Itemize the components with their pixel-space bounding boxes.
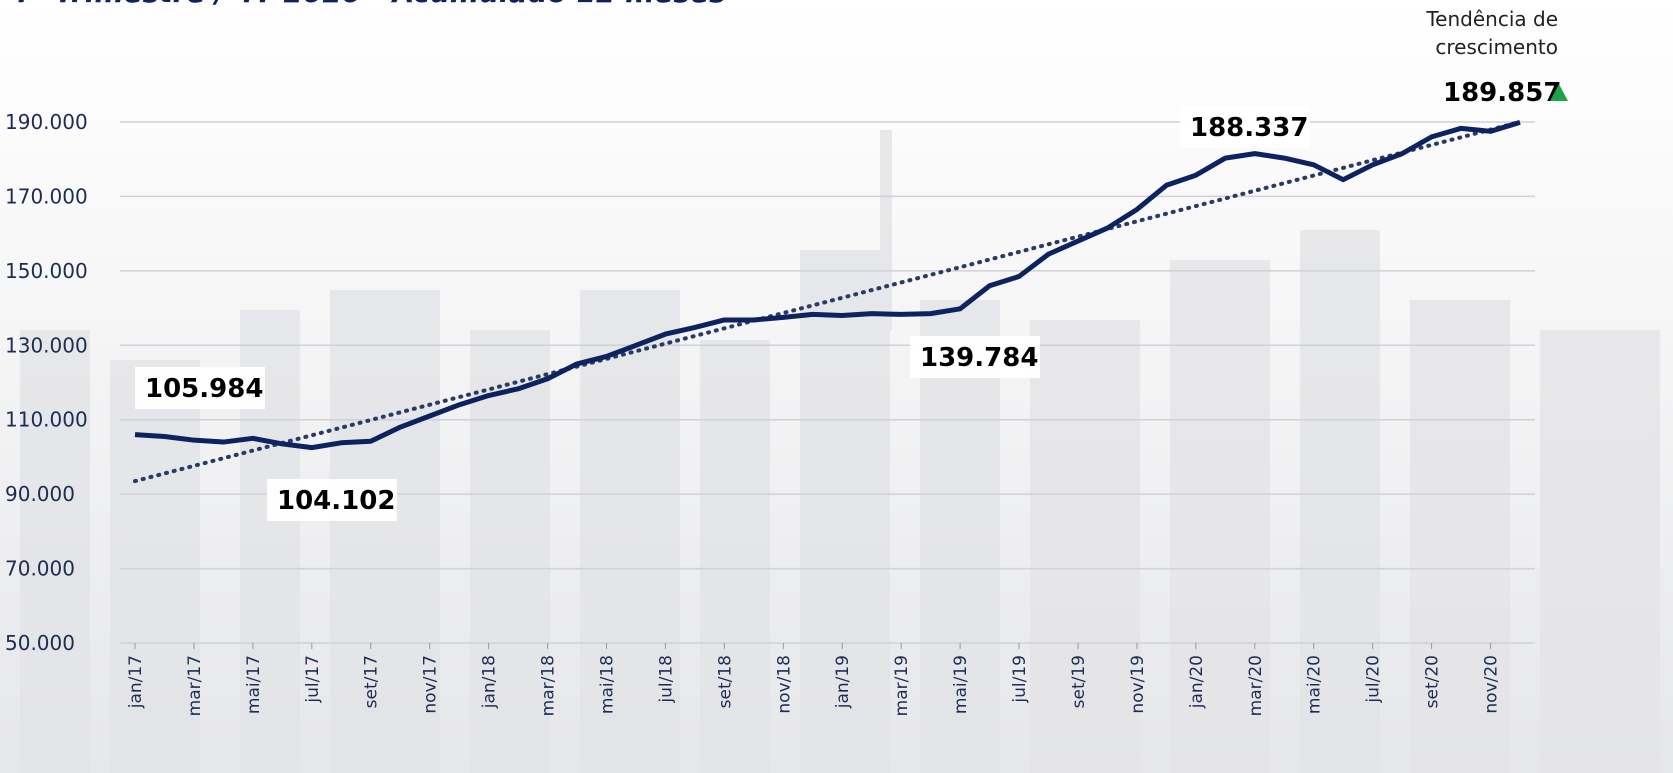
trend-label: crescimento [1435,35,1558,59]
x-tick-label: set/17 [362,655,382,708]
annotation-box [267,479,397,521]
x-tick-label: mar/20 [1246,655,1266,716]
y-tick-label: 150.000 [5,259,88,283]
x-tick-label: set/20 [1423,655,1443,708]
data-line [134,119,1521,451]
annotation: 188.337 [1190,113,1308,143]
y-tick-label: 130.000 [5,333,88,357]
x-tick-label: jan/19 [833,655,853,709]
x-tick-label: mar/18 [539,655,559,716]
x-tick-label: mar/17 [185,655,205,716]
annotation-box [135,367,265,409]
annotation-box [910,336,1040,378]
x-tick-label: jul/17 [303,655,323,704]
annotation: 189.857 [1443,78,1561,108]
y-tick-label: 170.000 [5,184,88,208]
x-tick-label: nov/18 [774,655,794,714]
x-tick-label: jul/19 [1010,655,1030,704]
y-tick-label: 90.000 [5,482,75,506]
trend-line [133,120,1522,484]
x-tick-label: set/18 [715,655,735,708]
annotation: 139.784 [920,343,1038,373]
x-tick-label: nov/17 [421,655,441,714]
city-skyline [20,130,1660,773]
x-tick-label: nov/20 [1482,655,1502,714]
x-tick-label: nov/19 [1128,655,1148,714]
x-tick-label: jan/17 [126,655,146,709]
y-tick-label: 110.000 [5,408,88,432]
x-tick-label: set/19 [1069,655,1089,708]
y-tick-label: 70.000 [5,557,75,581]
x-tick-label: jul/18 [656,655,676,704]
annotation: 105.984 [145,374,263,404]
y-tick-label: 190.000 [5,110,88,134]
annotation-box [1180,106,1310,148]
trend-arrow [1550,84,1568,101]
x-tick-label: mai/19 [951,655,971,714]
x-tick-label: jan/20 [1187,655,1207,709]
x-tick-label: mai/18 [597,655,617,714]
x-tick-label: mar/19 [892,655,912,716]
x-tick-label: mai/20 [1305,655,1325,714]
x-tick-label: jul/20 [1364,655,1384,704]
y-tick-label: 50.000 [5,631,75,655]
x-tick-label: jan/18 [480,655,500,709]
annotation: 104.102 [277,486,395,516]
chart-title: 4º Trimestre / 4T 2020 - Acumulado 12 me… [9,0,726,9]
x-tick-label: mai/17 [244,655,264,714]
trend-label: Tendência de [1425,7,1558,31]
